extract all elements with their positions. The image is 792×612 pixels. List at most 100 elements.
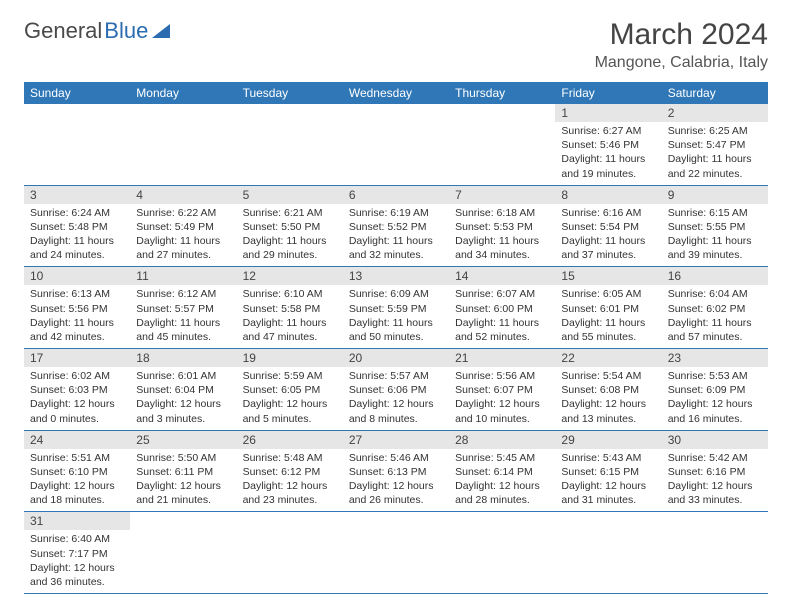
calendar-cell: 18Sunrise: 6:01 AMSunset: 6:04 PMDayligh… [130,349,236,431]
day-data: Sunrise: 5:42 AMSunset: 6:16 PMDaylight:… [662,449,768,512]
sunrise-text: Sunrise: 6:27 AM [561,124,655,138]
sunrise-text: Sunrise: 6:15 AM [668,206,762,220]
sunrise-text: Sunrise: 6:40 AM [30,532,124,546]
day-number: 23 [662,349,768,367]
calendar-cell: 4Sunrise: 6:22 AMSunset: 5:49 PMDaylight… [130,185,236,267]
sunrise-text: Sunrise: 6:21 AM [243,206,337,220]
day-data: Sunrise: 5:53 AMSunset: 6:09 PMDaylight:… [662,367,768,430]
day-data: Sunrise: 5:56 AMSunset: 6:07 PMDaylight:… [449,367,555,430]
calendar-cell: 6 Sunrise: 6:19 AMSunset: 5:52 PMDaylight… [343,185,449,267]
calendar-cell: 21Sunrise: 5:56 AMSunset: 6:07 PMDayligh… [449,349,555,431]
sunset-text: Sunset: 6:05 PM [243,383,337,397]
weekday-header: Saturday [662,82,768,104]
sunrise-text: Sunrise: 6:24 AM [30,206,124,220]
daylight-text: Daylight: 11 hours and 29 minutes. [243,234,337,262]
sunrise-text: Sunrise: 6:19 AM [349,206,443,220]
day-number: 25 [130,431,236,449]
calendar-cell [237,512,343,594]
daylight-text: Daylight: 11 hours and 37 minutes. [561,234,655,262]
calendar-cell: 29Sunrise: 5:43 AMSunset: 6:15 PMDayligh… [555,430,661,512]
daylight-text: Daylight: 12 hours and 18 minutes. [30,479,124,507]
day-data: Sunrise: 5:48 AMSunset: 6:12 PMDaylight:… [237,449,343,512]
sunset-text: Sunset: 5:54 PM [561,220,655,234]
sunrise-text: Sunrise: 5:48 AM [243,451,337,465]
sunrise-text: Sunrise: 5:51 AM [30,451,124,465]
sunset-text: Sunset: 6:04 PM [136,383,230,397]
sunrise-text: Sunrise: 6:01 AM [136,369,230,383]
day-number: 6 [343,186,449,204]
calendar-cell: 8Sunrise: 6:16 AMSunset: 5:54 PMDaylight… [555,185,661,267]
daylight-text: Daylight: 11 hours and 24 minutes. [30,234,124,262]
daylight-text: Daylight: 12 hours and 33 minutes. [668,479,762,507]
day-number: 14 [449,267,555,285]
sunset-text: Sunset: 5:57 PM [136,302,230,316]
sunrise-text: Sunrise: 5:46 AM [349,451,443,465]
calendar-cell: 11Sunrise: 6:12 AMSunset: 5:57 PMDayligh… [130,267,236,349]
daylight-text: Daylight: 11 hours and 34 minutes. [455,234,549,262]
sunrise-text: Sunrise: 5:43 AM [561,451,655,465]
calendar-cell: 19Sunrise: 5:59 AMSunset: 6:05 PMDayligh… [237,349,343,431]
sunrise-text: Sunrise: 6:10 AM [243,287,337,301]
sunset-text: Sunset: 6:03 PM [30,383,124,397]
day-number: 8 [555,186,661,204]
daylight-text: Daylight: 11 hours and 32 minutes. [349,234,443,262]
calendar-cell: 31Sunrise: 6:40 AMSunset: 7:17 PMDayligh… [24,512,130,594]
weekday-header: Friday [555,82,661,104]
day-data: Sunrise: 6:22 AMSunset: 5:49 PMDaylight:… [130,204,236,267]
daylight-text: Daylight: 12 hours and 0 minutes. [30,397,124,425]
daylight-text: Daylight: 11 hours and 52 minutes. [455,316,549,344]
sunrise-text: Sunrise: 6:04 AM [668,287,762,301]
sunset-text: Sunset: 5:55 PM [668,220,762,234]
calendar-cell: 2Sunrise: 6:25 AMSunset: 5:47 PMDaylight… [662,104,768,185]
calendar-cell: 10Sunrise: 6:13 AMSunset: 5:56 PMDayligh… [24,267,130,349]
day-data: Sunrise: 6:05 AMSunset: 6:01 PMDaylight:… [555,285,661,348]
daylight-text: Daylight: 12 hours and 28 minutes. [455,479,549,507]
calendar-cell: 26Sunrise: 5:48 AMSunset: 6:12 PMDayligh… [237,430,343,512]
sunrise-text: Sunrise: 6:22 AM [136,206,230,220]
sunrise-text: Sunrise: 6:07 AM [455,287,549,301]
calendar-cell [555,512,661,594]
daylight-text: Daylight: 12 hours and 13 minutes. [561,397,655,425]
day-number: 24 [24,431,130,449]
day-data: Sunrise: 6:18 AMSunset: 5:53 PMDaylight:… [449,204,555,267]
day-data: Sunrise: 6:21 AMSunset: 5:50 PMDaylight:… [237,204,343,267]
day-number: 20 [343,349,449,367]
day-number: 5 [237,186,343,204]
sunrise-text: Sunrise: 6:25 AM [668,124,762,138]
day-number: 27 [343,431,449,449]
sunset-text: Sunset: 6:10 PM [30,465,124,479]
calendar-table: SundayMondayTuesdayWednesdayThursdayFrid… [24,82,768,594]
sunset-text: Sunset: 6:07 PM [455,383,549,397]
sunrise-text: Sunrise: 5:57 AM [349,369,443,383]
sail-icon [152,24,170,38]
calendar-cell [130,512,236,594]
day-number: 3 [24,186,130,204]
day-data: Sunrise: 5:43 AMSunset: 6:15 PMDaylight:… [555,449,661,512]
calendar-cell [449,512,555,594]
sunset-text: Sunset: 6:13 PM [349,465,443,479]
calendar-cell: 30Sunrise: 5:42 AMSunset: 6:16 PMDayligh… [662,430,768,512]
calendar-cell: 3Sunrise: 6:24 AMSunset: 5:48 PMDaylight… [24,185,130,267]
sunset-text: Sunset: 5:46 PM [561,138,655,152]
day-data: Sunrise: 5:57 AMSunset: 6:06 PMDaylight:… [343,367,449,430]
month-title: March 2024 [595,18,768,52]
day-data: Sunrise: 5:46 AMSunset: 6:13 PMDaylight:… [343,449,449,512]
day-number: 26 [237,431,343,449]
sunrise-text: Sunrise: 6:02 AM [30,369,124,383]
calendar-cell: 9Sunrise: 6:15 AMSunset: 5:55 PMDaylight… [662,185,768,267]
calendar-cell [237,104,343,185]
daylight-text: Daylight: 11 hours and 55 minutes. [561,316,655,344]
sunset-text: Sunset: 6:12 PM [243,465,337,479]
sunset-text: Sunset: 5:49 PM [136,220,230,234]
daylight-text: Daylight: 11 hours and 39 minutes. [668,234,762,262]
daylight-text: Daylight: 11 hours and 47 minutes. [243,316,337,344]
location: Mangone, Calabria, Italy [595,54,768,72]
calendar-body: 1Sunrise: 6:27 AMSunset: 5:46 PMDaylight… [24,104,768,594]
day-number: 22 [555,349,661,367]
calendar-cell [343,104,449,185]
sunset-text: Sunset: 5:52 PM [349,220,443,234]
calendar-row: 31Sunrise: 6:40 AMSunset: 7:17 PMDayligh… [24,512,768,594]
day-number: 2 [662,104,768,122]
calendar-cell: 25Sunrise: 5:50 AMSunset: 6:11 PMDayligh… [130,430,236,512]
sunset-text: Sunset: 6:15 PM [561,465,655,479]
